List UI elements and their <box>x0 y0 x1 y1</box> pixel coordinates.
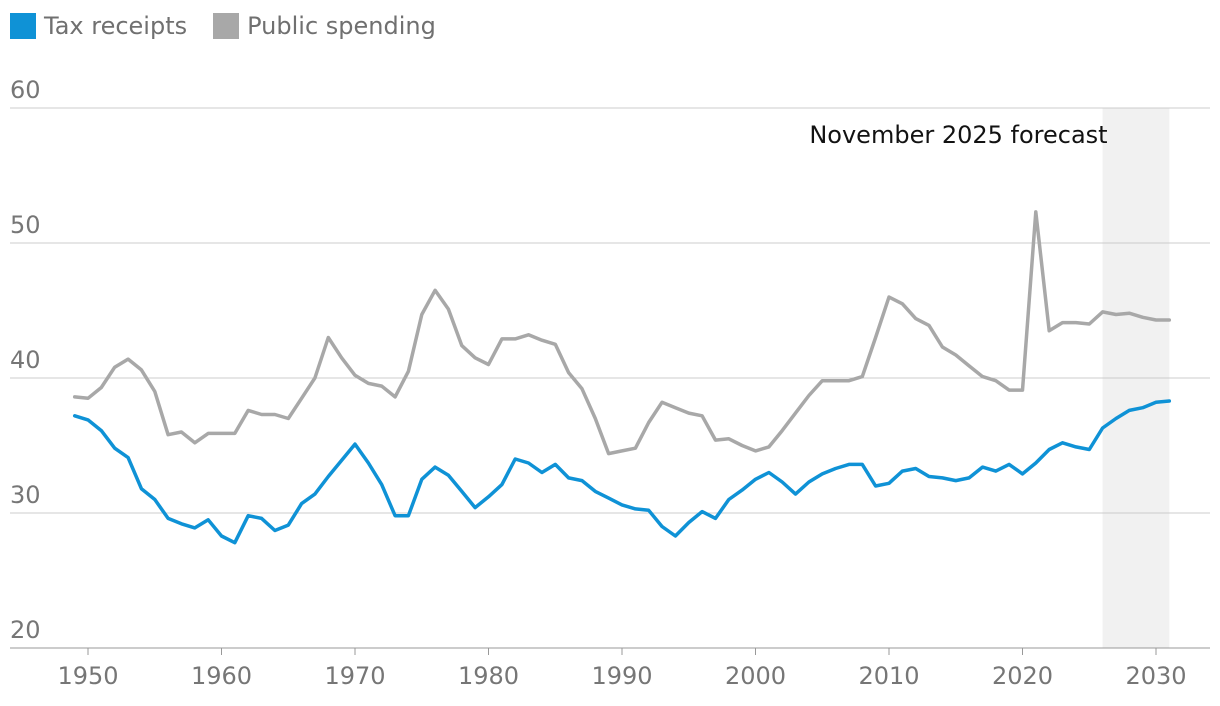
x-tick-label-1950: 1950 <box>57 662 118 690</box>
x-tick-label-1970: 1970 <box>324 662 385 690</box>
y-tick-label-50: 50 <box>10 211 41 239</box>
x-ticks-group: 1950 1960 1970 1980 1990 2000 2010 2020 2030 <box>57 648 1187 690</box>
x-tick-label-2000: 2000 <box>725 662 786 690</box>
y-tick-label-60: 60 <box>10 76 41 104</box>
x-tick-label-1980: 1980 <box>458 662 519 690</box>
legend-label-public-spending: Public spending <box>247 12 436 40</box>
legend-swatch-tax-receipts <box>10 13 36 39</box>
legend-swatch-public-spending <box>213 13 240 39</box>
annotation-group: November 2025 forecast <box>809 121 1107 149</box>
forecast-annotation: November 2025 forecast <box>809 121 1107 149</box>
y-tick-label-20: 20 <box>10 616 41 644</box>
series-group <box>72 210 1172 545</box>
y-ticks-group: 20 30 40 50 60 <box>10 76 41 644</box>
legend: Tax receipts Public spending <box>10 12 462 40</box>
x-tick-label-1960: 1960 <box>191 662 252 690</box>
y-tick-label-40: 40 <box>10 346 41 374</box>
x-tick-label-1990: 1990 <box>591 662 652 690</box>
legend-item-public-spending: Public spending <box>213 12 436 40</box>
gridlines-group <box>10 107 1210 649</box>
x-tick-label-2010: 2010 <box>858 662 919 690</box>
x-tick-label-2030: 2030 <box>1125 662 1186 690</box>
y-tick-label-30: 30 <box>10 481 41 509</box>
series-line-tax-receipts <box>72 399 1172 545</box>
legend-item-tax-receipts: Tax receipts <box>10 12 187 40</box>
series-line-public-spending <box>72 210 1172 456</box>
legend-label-tax-receipts: Tax receipts <box>44 12 188 40</box>
x-tick-label-2020: 2020 <box>992 662 1053 690</box>
